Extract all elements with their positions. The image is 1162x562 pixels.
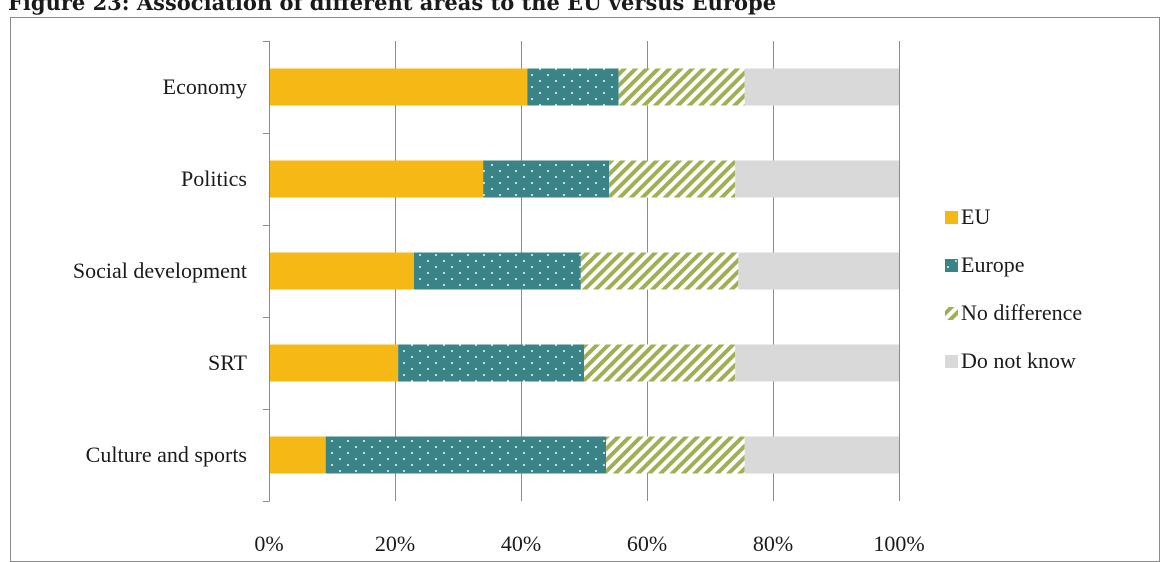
bar-europe (483, 160, 610, 198)
bar-no-difference (606, 436, 745, 474)
bar-europe (398, 344, 584, 382)
bar-do-not-know (738, 252, 899, 290)
x-tick-label: 80% (753, 531, 793, 556)
legend-swatch-do-not-know (945, 355, 958, 368)
y-axis (263, 41, 270, 502)
bar-no-difference (580, 252, 739, 290)
legend-swatch-no-difference (945, 307, 958, 320)
x-tick-label: 60% (627, 531, 667, 556)
legend-swatch-eu (945, 211, 958, 224)
legend: EU Europe No difference Do not know (945, 204, 1082, 373)
x-tick-label: 100% (873, 531, 924, 556)
bar-do-not-know (735, 344, 899, 382)
bar-no-difference (584, 344, 736, 382)
category-labels: Economy Politics Social development SRT Cult… (73, 74, 248, 467)
figure-title: Figure 23: Association of different area… (8, 0, 777, 15)
legend-label-do-not-know: Do not know (961, 348, 1076, 373)
bar-eu (269, 68, 528, 106)
x-tick-label: 40% (501, 531, 541, 556)
bar-do-not-know (744, 68, 899, 106)
category-label: Social development (73, 258, 247, 283)
category-label: SRT (208, 350, 248, 375)
legend-swatch-europe (945, 259, 958, 272)
bars (269, 68, 899, 474)
bar-eu (269, 344, 399, 382)
bar-eu (269, 160, 484, 198)
bar-do-not-know (744, 436, 899, 474)
x-tick-label: 20% (375, 531, 415, 556)
bar-europe (325, 436, 607, 474)
bar-do-not-know (735, 160, 899, 198)
bar-eu (269, 436, 326, 474)
bar-europe (413, 252, 581, 290)
category-label: Culture and sports (86, 442, 247, 467)
x-tick-label: 0% (254, 531, 283, 556)
legend-label-europe: Europe (961, 252, 1025, 277)
category-label: Economy (163, 74, 247, 99)
category-label: Politics (181, 166, 247, 191)
bar-eu (269, 252, 414, 290)
bar-europe (527, 68, 619, 106)
legend-label-no-difference: No difference (961, 300, 1082, 325)
x-tick-labels: 0% 20% 40% 60% 80% 100% (254, 531, 924, 556)
bar-no-difference (618, 68, 745, 106)
legend-label-eu: EU (961, 204, 990, 229)
bar-no-difference (609, 160, 736, 198)
